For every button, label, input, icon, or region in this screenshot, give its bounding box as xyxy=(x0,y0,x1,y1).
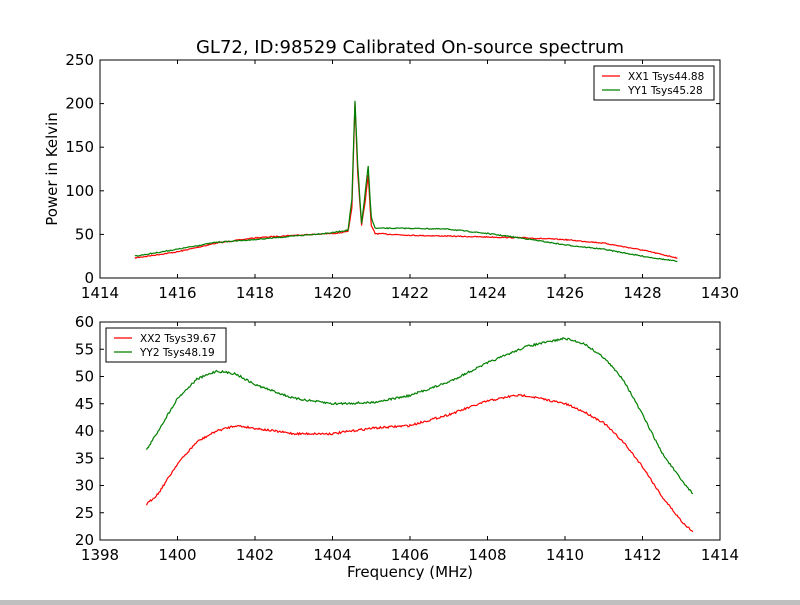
y-tick-label: 20 xyxy=(75,531,94,549)
y-tick-label: 250 xyxy=(65,51,94,69)
x-tick-label: 1430 xyxy=(701,284,739,302)
legend-box xyxy=(593,65,715,101)
axes-2: 1398 1400 1402 1404 1406 1408 1410 1412 1414 20 25… xyxy=(75,313,739,564)
x-tick-label: 1398 xyxy=(81,546,119,564)
y-tick-label: 200 xyxy=(65,95,94,113)
legend-label: XX2 Tsys39.67 xyxy=(140,333,216,345)
y-tick-label: 35 xyxy=(75,449,94,467)
chart-title: GL72, ID:98529 Calibrated On-source spec… xyxy=(196,37,624,58)
x-tick-label: 1402 xyxy=(236,546,274,564)
legend-label: XX1 Tsys44.88 xyxy=(628,71,704,83)
y-tick-label: 60 xyxy=(75,313,94,331)
series-line-xx2 xyxy=(145,393,694,533)
y-tick-label: 0 xyxy=(84,269,94,287)
y-tick-label: 50 xyxy=(75,225,94,243)
series-line-yy1 xyxy=(134,100,678,263)
y-tick-label: 25 xyxy=(75,504,94,522)
legend: XX1 Tsys44.88 YY1 Tsys45.28 xyxy=(593,65,715,101)
x-tick-label: 1406 xyxy=(391,546,429,564)
legend-label: YY2 Tsys48.19 xyxy=(139,347,215,359)
legend-box xyxy=(105,327,227,363)
x-tick-label: 1428 xyxy=(623,284,661,302)
x-tick-label: 1420 xyxy=(313,284,351,302)
x-tick-label: 1426 xyxy=(546,284,584,302)
x-tick-label: 1412 xyxy=(623,546,661,564)
y-tick-label: 30 xyxy=(75,477,94,495)
axes-1: 1414 1416 1418 1420 1422 1424 1426 1428 1430 0 50 1… xyxy=(65,51,739,302)
x-tick-label: 1422 xyxy=(391,284,429,302)
x-tick-label: 1424 xyxy=(468,284,506,302)
y-tick-label: 50 xyxy=(75,368,94,386)
series-line-yy2 xyxy=(145,337,694,495)
legend: XX2 Tsys39.67 YY2 Tsys48.19 xyxy=(105,327,227,363)
y-tick-label: 100 xyxy=(65,182,94,200)
legend-label: YY1 Tsys45.28 xyxy=(627,85,703,97)
y-tick-label: 150 xyxy=(65,138,94,156)
x-tick-label: 1416 xyxy=(158,284,196,302)
x-tick-label: 1400 xyxy=(158,546,196,564)
x-tick-label: 1404 xyxy=(313,546,351,564)
x-tick-label: 1418 xyxy=(236,284,274,302)
y-tick-label: 45 xyxy=(75,395,94,413)
y-tick-label: 55 xyxy=(75,340,94,358)
x-tick-label: 1410 xyxy=(546,546,584,564)
x-tick-label: 1414 xyxy=(701,546,739,564)
x-tick-label: 1408 xyxy=(468,546,506,564)
x-tick-label: 1414 xyxy=(81,284,119,302)
series-line-xx1 xyxy=(134,103,678,259)
y-axis-label: Power in Kelvin xyxy=(43,112,61,226)
x-axis-label: Frequency (MHz) xyxy=(347,563,473,581)
y-tick-label: 40 xyxy=(75,422,94,440)
